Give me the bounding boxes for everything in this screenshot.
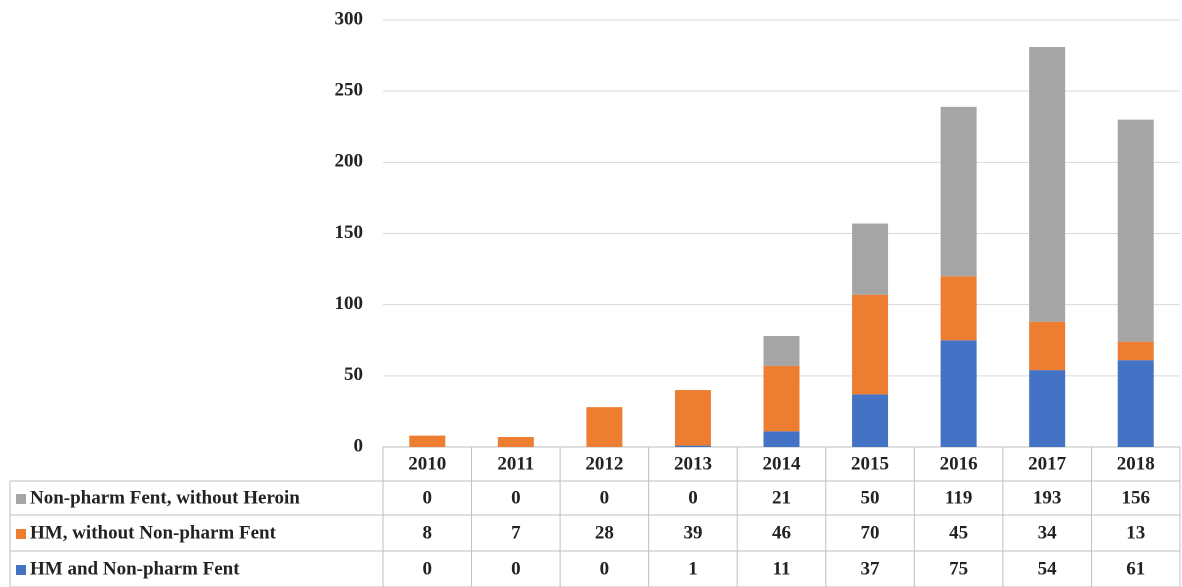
table-value: 11 (773, 558, 791, 579)
legend-key (16, 494, 26, 504)
table-value: 1 (688, 558, 698, 579)
y-tick-label: 150 (335, 222, 364, 243)
bar-segment (1117, 360, 1154, 447)
bar-segment (940, 340, 977, 447)
bar-segment (940, 276, 977, 341)
table-value: 37 (861, 558, 881, 579)
table-value: 0 (688, 487, 698, 508)
table-value: 28 (595, 522, 614, 543)
bar-segment (1029, 321, 1066, 371)
table-value: 0 (511, 487, 521, 508)
table-value: 21 (772, 487, 791, 508)
table-value: 45 (949, 522, 968, 543)
x-tick-label: 2016 (940, 453, 978, 474)
table-value: 0 (600, 487, 610, 508)
table-value: 13 (1126, 522, 1145, 543)
table-value: 7 (511, 522, 521, 543)
bar-segment (940, 106, 977, 277)
x-tick-label: 2013 (674, 453, 712, 474)
x-tick-label: 2012 (585, 453, 623, 474)
table-value: 34 (1038, 522, 1058, 543)
bar-segment (852, 223, 889, 295)
bar-segment (1029, 370, 1066, 447)
table-value: 39 (683, 522, 702, 543)
bar-segment (674, 445, 711, 447)
bar-segment (1117, 119, 1154, 342)
bar-segment (586, 407, 623, 447)
bar-segment (409, 435, 446, 447)
table-value: 54 (1038, 558, 1058, 579)
bar-segment (1117, 341, 1154, 361)
table-value: 119 (945, 487, 972, 508)
table-value: 0 (423, 558, 433, 579)
table-value: 0 (423, 487, 433, 508)
y-tick-label: 50 (344, 364, 363, 385)
bar-segment (852, 394, 889, 447)
table-value: 8 (423, 522, 433, 543)
x-tick-label: 2010 (408, 453, 446, 474)
bar-segment (852, 294, 889, 395)
legend-label: Non-pharm Fent, without Heroin (30, 487, 300, 508)
table-value: 46 (772, 522, 791, 543)
x-tick-label: 2011 (497, 453, 534, 474)
table-value: 156 (1121, 487, 1150, 508)
table-value: 70 (861, 522, 880, 543)
table-value: 61 (1126, 558, 1145, 579)
bar-segment (674, 390, 711, 446)
x-tick-label: 2017 (1028, 453, 1067, 474)
bar-segment (497, 437, 534, 447)
x-tick-label: 2015 (851, 453, 889, 474)
x-tick-label: 2018 (1117, 453, 1155, 474)
table-value: 50 (861, 487, 880, 508)
table-value: 0 (511, 558, 521, 579)
bar-segment (1029, 47, 1066, 322)
y-tick-label: 250 (335, 80, 364, 101)
legend-key (16, 529, 26, 539)
legend-label: HM and Non-pharm Fent (30, 558, 240, 579)
table-value: 193 (1033, 487, 1062, 508)
bar-segment (763, 335, 800, 366)
bar-segment (763, 431, 800, 447)
y-tick-label: 300 (335, 8, 364, 29)
x-tick-label: 2014 (763, 453, 802, 474)
y-tick-label: 100 (335, 293, 364, 314)
table-value: 0 (600, 558, 610, 579)
legend-label: HM, without Non-pharm Fent (30, 522, 277, 543)
table-value: 75 (949, 558, 968, 579)
bar-segment (763, 365, 800, 432)
y-tick-label: 200 (335, 151, 364, 172)
legend-key (16, 565, 26, 575)
y-tick-label: 0 (354, 435, 364, 456)
